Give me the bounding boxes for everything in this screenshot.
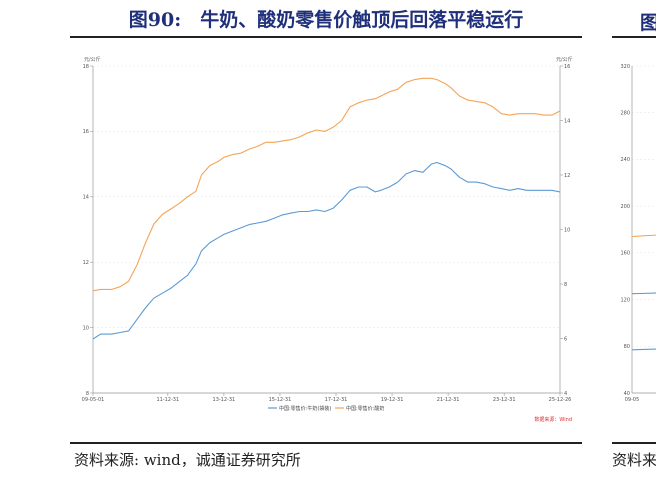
right-y-tick-label: 160 xyxy=(620,251,630,257)
y-left-tick-label: 18 xyxy=(83,64,89,70)
y-right-tick-label: 10 xyxy=(564,227,570,233)
right-y-tick-label: 280 xyxy=(620,111,630,117)
bottom-rule xyxy=(70,442,582,444)
series-line-1 xyxy=(92,77,561,292)
x-tick-label: 09-05-01 xyxy=(82,397,105,403)
right-y-tick-label: 320 xyxy=(620,64,630,70)
source-note: 资料来源: wind，诚通证券研究所 xyxy=(74,451,301,469)
x-tick-label: 13-12-31 xyxy=(213,397,236,403)
y-left-tick-label: 16 xyxy=(83,129,89,135)
x-tick-label: 21-12-31 xyxy=(437,397,460,403)
y-axis-left-unit: 元/公斤 xyxy=(84,56,101,63)
y-right-tick-label: 6 xyxy=(564,336,567,342)
y-right-tick-label: 8 xyxy=(564,282,567,288)
x-tick-label: 25-12-26 xyxy=(549,397,572,403)
x-tick-label: 19-12-31 xyxy=(381,397,404,403)
right-top-rule xyxy=(612,36,656,38)
right-x-tick-label: 09-05 xyxy=(625,397,640,403)
y-right-tick-label: 16 xyxy=(564,64,570,70)
right-y-tick-label: 200 xyxy=(620,204,630,210)
right-series-line-0 xyxy=(631,234,656,238)
x-tick-label: 11-12-31 xyxy=(156,397,179,403)
right-figure-title-fragment: 图 xyxy=(640,12,656,34)
right-source-fragment: 资料来 xyxy=(612,451,656,469)
right-y-tick-label: 80 xyxy=(624,344,630,350)
y-axis-right-unit: 元/公斤 xyxy=(556,56,573,63)
series-line-0 xyxy=(92,161,561,340)
y-left-tick-label: 8 xyxy=(86,391,89,397)
y-left-tick-label: 12 xyxy=(83,260,89,266)
x-tick-label: 17-12-31 xyxy=(325,397,348,403)
x-tick-label: 23-12-31 xyxy=(493,397,516,403)
right-series-line-1 xyxy=(631,292,656,295)
y-right-tick-label: 12 xyxy=(564,173,570,179)
y-left-tick-label: 14 xyxy=(83,195,89,201)
legend-label-1: 中国:零售价:酸奶 xyxy=(346,405,384,412)
right-bottom-rule xyxy=(612,442,656,444)
right-y-tick-label: 120 xyxy=(620,297,630,303)
y-left-tick-label: 10 xyxy=(83,325,89,331)
y-right-tick-label: 4 xyxy=(564,391,567,397)
y-right-tick-label: 14 xyxy=(564,118,570,124)
legend-label-0: 中国:零售价:牛奶(袋装) xyxy=(279,405,331,412)
right-y-tick-label: 40 xyxy=(624,391,630,397)
figure-title: 图90: 牛奶、酸奶零售价触顶后回落平稳运行 xyxy=(128,9,524,31)
right-series-line-2 xyxy=(631,348,656,351)
top-rule xyxy=(70,36,582,38)
data-source-annotation: 数据来源：Wind xyxy=(534,416,572,423)
x-tick-label: 15-12-31 xyxy=(269,397,292,403)
right-y-tick-label: 240 xyxy=(620,157,630,163)
